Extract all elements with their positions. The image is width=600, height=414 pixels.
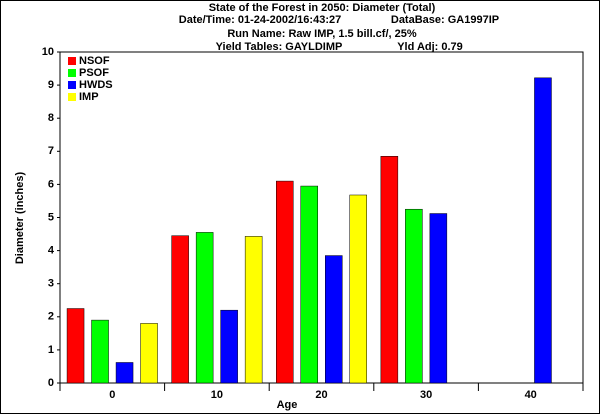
bar bbox=[171, 235, 189, 384]
bar bbox=[405, 208, 423, 384]
legend-label: PSOF bbox=[79, 67, 109, 79]
x-tick-label: 0 bbox=[109, 389, 115, 401]
bar bbox=[325, 255, 343, 384]
legend-swatch bbox=[68, 57, 76, 65]
bar bbox=[220, 309, 238, 384]
y-tick-label: 5 bbox=[48, 211, 54, 223]
subtitle: Yield Tables: GAYLDIMP bbox=[216, 41, 343, 53]
legend-label: NSOF bbox=[79, 55, 110, 67]
bar bbox=[349, 194, 367, 384]
x-tick-label: 10 bbox=[211, 389, 223, 401]
bar bbox=[534, 77, 552, 384]
legend-label: IMP bbox=[79, 91, 99, 103]
bar bbox=[429, 213, 448, 384]
bar bbox=[300, 185, 318, 384]
y-tick-label: 8 bbox=[48, 112, 54, 124]
bar bbox=[91, 319, 109, 384]
bar bbox=[380, 156, 399, 384]
plot-frame bbox=[59, 51, 584, 384]
bar bbox=[244, 236, 263, 384]
bar bbox=[66, 308, 85, 384]
legend-swatch bbox=[68, 69, 76, 77]
chart-title: State of the Forest in 2050: Diameter (T… bbox=[209, 2, 436, 14]
y-tick-label: 6 bbox=[48, 178, 54, 190]
y-tick-label: 7 bbox=[48, 145, 54, 157]
legend-swatch bbox=[68, 93, 76, 101]
legend-swatch bbox=[68, 81, 76, 89]
bar bbox=[140, 323, 158, 384]
y-tick-label: 3 bbox=[48, 278, 54, 290]
y-tick-label: 9 bbox=[48, 79, 54, 91]
y-tick-label: 10 bbox=[42, 46, 54, 58]
y-tick-label: 4 bbox=[48, 245, 55, 257]
y-axis-label: Diameter (inches) bbox=[14, 172, 26, 265]
bar bbox=[195, 232, 214, 384]
y-tick-label: 0 bbox=[48, 377, 54, 389]
x-tick-label: 20 bbox=[315, 389, 327, 401]
subtitle: DataBase: GA1997IP bbox=[391, 14, 499, 26]
legend-label: HWDS bbox=[79, 79, 113, 91]
bar bbox=[276, 180, 294, 384]
subtitle: Date/Time: 01-24-2002/16:43:27 bbox=[179, 14, 341, 26]
y-tick-label: 1 bbox=[48, 344, 54, 356]
subtitle: Yld Adj: 0.79 bbox=[397, 41, 463, 53]
y-tick-label: 2 bbox=[48, 311, 54, 323]
x-tick-label: 40 bbox=[525, 389, 537, 401]
bar bbox=[115, 362, 134, 384]
subtitle: Run Name: Raw IMP, 1.5 bill.cf/, 25% bbox=[227, 28, 417, 40]
x-tick-label: 30 bbox=[420, 389, 432, 401]
x-axis-label: Age bbox=[277, 399, 298, 411]
